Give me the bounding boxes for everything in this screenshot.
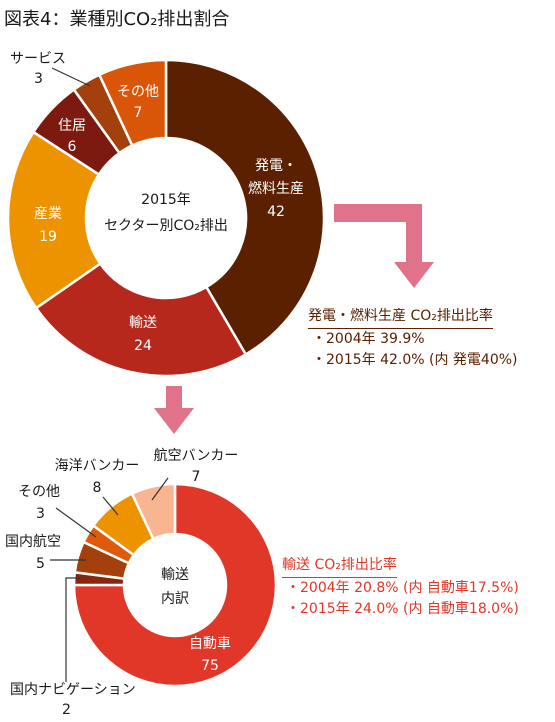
sector-slice-0 [164, 58, 326, 357]
sector-slice-1 [34, 261, 248, 378]
power-note-row-2004: ・2004年 39.9% [312, 331, 425, 347]
slice-label-car: 自動車 [189, 635, 231, 652]
value-domestic-navigation: 2 [62, 702, 71, 718]
transport-note-row-2004: ・2004年 20.8% (内 自動車17.5%) [286, 580, 519, 596]
transport-donut-center: 輸送 内訳 [161, 567, 189, 607]
power-note-heading: 発電・燃料生産 CO₂排出比率 [308, 306, 493, 329]
slice-value-other: 7 [134, 105, 143, 121]
slice-value-power: 42 [267, 204, 285, 220]
power-note-row-2015: ・2015年 42.0% (内 発電40%) [312, 352, 518, 368]
value-marine-bunker: 8 [93, 480, 102, 496]
power-ratio-note: 発電・燃料生産 CO₂排出比率 ・2004年 39.9% ・2015年 42.0… [308, 306, 518, 371]
leader-line-aviation-bunker [151, 477, 169, 501]
leader-line-other-transport [55, 507, 97, 538]
transport-slice-0 [72, 482, 278, 688]
transport-donut-chart [72, 482, 278, 688]
slice-label-transport: 輸送 [129, 315, 157, 331]
sector-center-line1: 2015年 [141, 192, 191, 208]
slice-value-industry: 19 [39, 229, 57, 245]
slice-label-power-line2: 燃料生産 [248, 180, 304, 197]
slice-label-power-line1: 発電・ [255, 158, 297, 174]
transport-slice-5 [130, 482, 177, 541]
value-aviation-bunker: 7 [192, 469, 201, 485]
slice-label-residential: 住居 [58, 118, 86, 134]
sector-slice-2 [6, 130, 103, 310]
label-marine-bunker: 海洋バンカー [55, 458, 140, 474]
value-other-transport: 3 [36, 506, 45, 522]
value-domestic-aviation: 5 [36, 556, 45, 572]
sector-slice-5 [97, 58, 168, 148]
leader-line-domestic-navigation [65, 577, 80, 682]
slice-label-other: その他 [117, 84, 159, 100]
sector-donut-center: 2015年 セクター別CO₂排出 [104, 192, 228, 234]
transport-center-line1: 輸送 [161, 567, 189, 583]
label-domestic-navigation: 国内ナビゲーション [10, 682, 136, 698]
transport-note-heading: 輸送 CO₂排出比率 [282, 555, 397, 578]
sector-center-line2: セクター別CO₂排出 [104, 218, 228, 234]
slice-value-car: 75 [201, 658, 219, 674]
page-title: 図表4：業種別CO₂排出割合 [4, 9, 229, 30]
label-domestic-aviation: 国内航空 [5, 534, 61, 550]
slice-label-service: サービス [10, 51, 66, 67]
slice-value-residential: 6 [68, 139, 77, 155]
leader-line-marine-bunker [102, 496, 119, 516]
transport-note-row-2015: ・2015年 24.0% (内 自動車18.0%) [286, 601, 519, 617]
label-aviation-bunker: 航空バンカー [154, 448, 239, 464]
leader-line-service [51, 67, 91, 87]
slice-label-industry: 産業 [34, 206, 62, 222]
slice-value-transport: 24 [134, 338, 152, 354]
slice-value-service: 3 [34, 71, 43, 87]
sector-donut-chart [6, 58, 326, 378]
arrow-to-transport-breakdown [154, 386, 194, 434]
arrow-to-power-note [334, 204, 434, 288]
transport-center-line2: 内訳 [161, 591, 189, 607]
label-other-transport: その他 [18, 484, 60, 500]
transport-ratio-note: 輸送 CO₂排出比率 ・2004年 20.8% (内 自動車17.5%) ・20… [282, 555, 519, 620]
